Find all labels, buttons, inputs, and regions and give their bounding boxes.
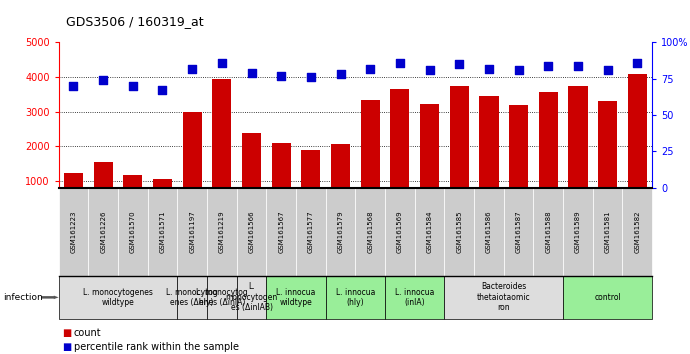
Point bbox=[365, 66, 376, 72]
Point bbox=[246, 70, 257, 76]
Text: L. monocytog
enes (ΔinlA): L. monocytog enes (ΔinlA) bbox=[196, 288, 248, 307]
Bar bbox=[124, 175, 142, 215]
Text: GSM161226: GSM161226 bbox=[100, 211, 106, 253]
Text: L. innocua
(hly): L. innocua (hly) bbox=[335, 288, 375, 307]
Text: GSM161577: GSM161577 bbox=[308, 211, 314, 253]
Text: percentile rank within the sample: percentile rank within the sample bbox=[74, 342, 239, 352]
Text: GSM161571: GSM161571 bbox=[159, 211, 166, 253]
Point bbox=[543, 63, 554, 69]
Bar bbox=[569, 86, 587, 215]
Point bbox=[217, 60, 228, 65]
Point bbox=[68, 83, 79, 89]
Text: GSM161219: GSM161219 bbox=[219, 211, 225, 253]
Text: ■: ■ bbox=[62, 328, 71, 338]
Text: GSM161589: GSM161589 bbox=[575, 211, 581, 253]
Text: GSM161568: GSM161568 bbox=[367, 211, 373, 253]
Bar bbox=[242, 133, 261, 215]
Point bbox=[395, 60, 406, 65]
Text: GSM161569: GSM161569 bbox=[397, 211, 403, 253]
Bar bbox=[361, 100, 380, 215]
Bar bbox=[331, 144, 350, 215]
Text: infection: infection bbox=[3, 293, 43, 302]
Text: GSM161587: GSM161587 bbox=[515, 211, 522, 253]
Bar bbox=[539, 92, 558, 215]
Text: GSM161197: GSM161197 bbox=[189, 211, 195, 253]
Point bbox=[98, 78, 109, 83]
Point bbox=[128, 83, 139, 89]
Text: GSM161588: GSM161588 bbox=[545, 211, 551, 253]
Bar bbox=[420, 104, 439, 215]
Text: L. innocua
wildtype: L. innocua wildtype bbox=[276, 288, 316, 307]
Bar bbox=[183, 112, 201, 215]
Text: GSM161585: GSM161585 bbox=[456, 211, 462, 253]
Point bbox=[335, 72, 346, 77]
Bar bbox=[213, 79, 231, 215]
Point bbox=[632, 60, 643, 65]
Bar bbox=[64, 173, 83, 215]
Point bbox=[276, 73, 287, 79]
Text: L. monocytog
enes (Δhly): L. monocytog enes (Δhly) bbox=[166, 288, 218, 307]
Text: GSM161582: GSM161582 bbox=[634, 211, 640, 253]
Point bbox=[186, 66, 198, 72]
Text: GSM161586: GSM161586 bbox=[486, 211, 492, 253]
Text: GSM161567: GSM161567 bbox=[278, 211, 284, 253]
Text: GSM161584: GSM161584 bbox=[426, 211, 433, 253]
Point bbox=[573, 63, 584, 69]
Text: GSM161581: GSM161581 bbox=[604, 211, 611, 253]
Text: GSM161566: GSM161566 bbox=[248, 211, 255, 253]
Point bbox=[424, 67, 435, 73]
Bar bbox=[480, 96, 498, 215]
Text: count: count bbox=[74, 328, 101, 338]
Point bbox=[483, 66, 494, 72]
Text: L. monocytogenes
wildtype: L. monocytogenes wildtype bbox=[83, 288, 153, 307]
Bar bbox=[598, 101, 617, 215]
Text: L.
monocytogen
es (ΔinlAB): L. monocytogen es (ΔinlAB) bbox=[226, 282, 277, 312]
Bar bbox=[302, 150, 320, 215]
Text: GSM161579: GSM161579 bbox=[337, 211, 344, 253]
Point bbox=[157, 87, 168, 93]
Text: GSM161570: GSM161570 bbox=[130, 211, 136, 253]
Text: ■: ■ bbox=[62, 342, 71, 352]
Text: Bacteroides
thetaiotaomic
ron: Bacteroides thetaiotaomic ron bbox=[477, 282, 531, 312]
Point bbox=[306, 74, 317, 80]
Text: control: control bbox=[594, 293, 621, 302]
Bar bbox=[628, 74, 647, 215]
Point bbox=[454, 62, 465, 67]
Bar bbox=[450, 86, 469, 215]
Point bbox=[513, 67, 524, 73]
Text: GDS3506 / 160319_at: GDS3506 / 160319_at bbox=[66, 15, 203, 28]
Bar bbox=[391, 89, 409, 215]
Text: L. innocua
(inlA): L. innocua (inlA) bbox=[395, 288, 435, 307]
Bar bbox=[509, 105, 528, 215]
Text: GSM161223: GSM161223 bbox=[70, 211, 77, 253]
Bar bbox=[272, 143, 290, 215]
Point bbox=[602, 67, 613, 73]
Bar bbox=[153, 179, 172, 215]
Bar bbox=[94, 162, 112, 215]
